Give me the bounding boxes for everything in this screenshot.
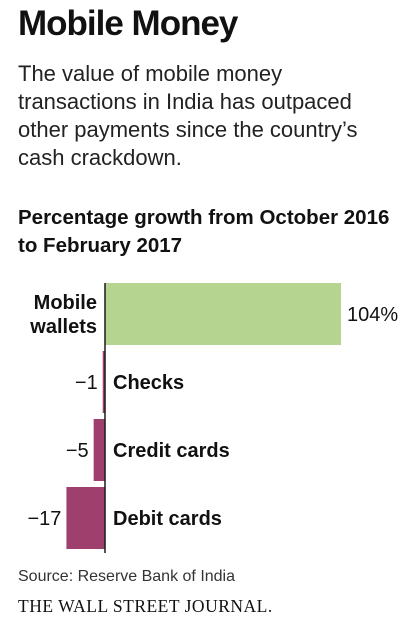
category-label-2-0: Credit cards [113, 440, 230, 462]
source-note: Source: Reserve Bank of India [18, 568, 236, 585]
bar-1 [102, 351, 105, 413]
bar-0 [105, 283, 341, 345]
chart-subtitle: The value of mobile money transactions i… [18, 61, 358, 170]
category-label-3-0: Debit cards [113, 508, 222, 530]
bar-3 [66, 487, 105, 549]
category-label-0-0: Mobile [34, 292, 97, 314]
value-label-3: −17 [27, 508, 61, 530]
value-label-1: −1 [75, 372, 98, 394]
chart-title-heading: Mobile Money [18, 4, 238, 43]
category-label-1-0: Checks [113, 372, 184, 394]
bar-2 [93, 419, 105, 481]
value-label-0: 104% [347, 304, 398, 326]
chart-axis-title: Percentage growth from October 2016 to F… [18, 206, 390, 257]
value-label-2: −5 [66, 440, 89, 462]
publisher-logo: THE WALL STREET JOURNAL. [18, 596, 273, 616]
category-label-0-1: wallets [29, 316, 97, 338]
